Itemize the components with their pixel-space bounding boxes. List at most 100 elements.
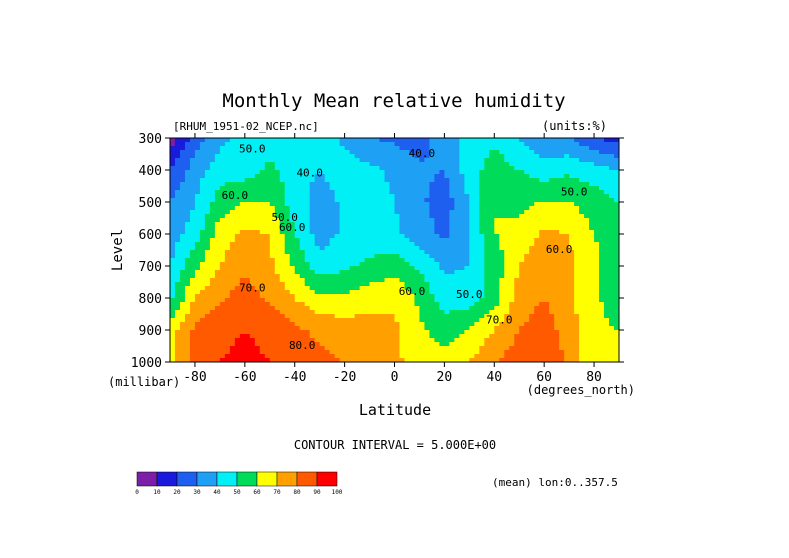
heatmap-cell xyxy=(264,238,271,243)
heatmap-cell xyxy=(289,178,296,183)
heatmap-cell xyxy=(239,342,246,347)
heatmap-cell xyxy=(554,350,560,355)
heatmap-cell xyxy=(574,238,580,243)
heatmap-cell xyxy=(339,282,346,287)
heatmap-cell xyxy=(569,326,575,331)
heatmap-cell xyxy=(614,330,619,335)
heatmap-cell xyxy=(609,238,615,243)
heatmap-cell xyxy=(189,170,196,175)
heatmap-cell xyxy=(349,286,356,291)
heatmap-cell xyxy=(584,246,590,251)
heatmap-cell xyxy=(529,186,535,191)
heatmap-cell xyxy=(184,350,191,355)
heatmap-cell xyxy=(484,306,490,311)
heatmap-cell xyxy=(384,166,391,171)
heatmap-cell xyxy=(414,190,421,195)
heatmap-cell xyxy=(324,222,331,227)
heatmap-cell xyxy=(349,142,356,147)
heatmap-cell xyxy=(319,322,326,327)
heatmap-cell xyxy=(569,218,575,223)
heatmap-cell xyxy=(449,314,455,319)
heatmap-cell xyxy=(234,302,241,307)
heatmap-cell xyxy=(444,194,450,199)
heatmap-cell xyxy=(204,322,211,327)
heatmap-cell xyxy=(514,158,520,163)
heatmap-cell xyxy=(414,142,421,147)
heatmap-cell xyxy=(604,322,610,327)
heatmap-cell xyxy=(444,210,450,215)
heatmap-cell xyxy=(559,262,565,267)
heatmap-cell xyxy=(399,254,406,259)
heatmap-cell xyxy=(194,342,201,347)
heatmap-cell xyxy=(289,254,296,259)
heatmap-cell xyxy=(379,198,386,203)
heatmap-cell xyxy=(489,238,495,243)
heatmap-cell xyxy=(549,198,555,203)
heatmap-cell xyxy=(424,190,431,195)
heatmap-cell xyxy=(484,218,490,223)
heatmap-cell xyxy=(564,202,570,207)
heatmap-cell xyxy=(379,342,386,347)
heatmap-cell xyxy=(389,150,396,155)
heatmap-cell xyxy=(334,190,341,195)
heatmap-cell xyxy=(584,170,590,175)
heatmap-cell xyxy=(204,142,211,147)
heatmap-cell xyxy=(579,354,585,359)
heatmap-cell xyxy=(469,210,475,215)
heatmap-cell xyxy=(364,210,371,215)
heatmap-cell xyxy=(609,186,615,191)
heatmap-cell xyxy=(479,142,485,147)
heatmap-cell xyxy=(289,202,296,207)
heatmap-cell xyxy=(189,150,196,155)
heatmap-cell xyxy=(554,166,560,171)
heatmap-cell xyxy=(554,178,560,183)
heatmap-cell xyxy=(244,186,251,191)
heatmap-cell xyxy=(464,210,470,215)
heatmap-cell xyxy=(569,330,575,335)
heatmap-cell xyxy=(469,266,475,271)
heatmap-cell xyxy=(544,222,550,227)
heatmap-cell xyxy=(569,290,575,295)
heatmap-cell xyxy=(564,146,570,151)
heatmap-cell xyxy=(449,198,455,203)
heatmap-cell xyxy=(514,298,520,303)
heatmap-cell xyxy=(544,238,550,243)
heatmap-cell xyxy=(464,306,470,311)
heatmap-cell xyxy=(409,270,416,275)
heatmap-cell xyxy=(469,274,475,279)
heatmap-cell xyxy=(224,354,231,359)
heatmap-cell xyxy=(559,186,565,191)
heatmap-cell xyxy=(394,290,401,295)
heatmap-cell xyxy=(324,234,331,239)
heatmap-cell xyxy=(379,178,386,183)
heatmap-cell xyxy=(409,138,416,143)
heatmap-cell xyxy=(559,226,565,231)
heatmap-cell xyxy=(274,226,281,231)
heatmap-cell xyxy=(239,246,246,251)
heatmap-cell xyxy=(479,314,485,319)
heatmap-cell xyxy=(384,330,391,335)
heatmap-cell xyxy=(189,266,196,271)
heatmap-cell xyxy=(324,254,331,259)
heatmap-cell xyxy=(244,182,251,187)
heatmap-cell xyxy=(199,358,206,362)
heatmap-cell xyxy=(589,262,595,267)
heatmap-cell xyxy=(289,354,296,359)
heatmap-cell xyxy=(399,206,406,211)
heatmap-cell xyxy=(454,254,460,259)
heatmap-cell xyxy=(209,186,216,191)
heatmap-cell xyxy=(444,330,450,335)
dataset-label: [RHUM_1951-02_NCEP.nc] xyxy=(173,120,319,133)
heatmap-cell xyxy=(614,214,619,219)
heatmap-cell xyxy=(354,174,361,179)
heatmap-cell xyxy=(214,190,221,195)
heatmap-cell xyxy=(359,358,366,362)
heatmap-cell xyxy=(449,350,455,355)
heatmap-cell xyxy=(414,150,421,155)
heatmap-cell xyxy=(579,150,585,155)
heatmap-cell xyxy=(589,186,595,191)
heatmap-cell xyxy=(284,210,291,215)
heatmap-cell xyxy=(504,314,510,319)
heatmap-cell xyxy=(254,222,261,227)
heatmap-cell xyxy=(574,174,580,179)
